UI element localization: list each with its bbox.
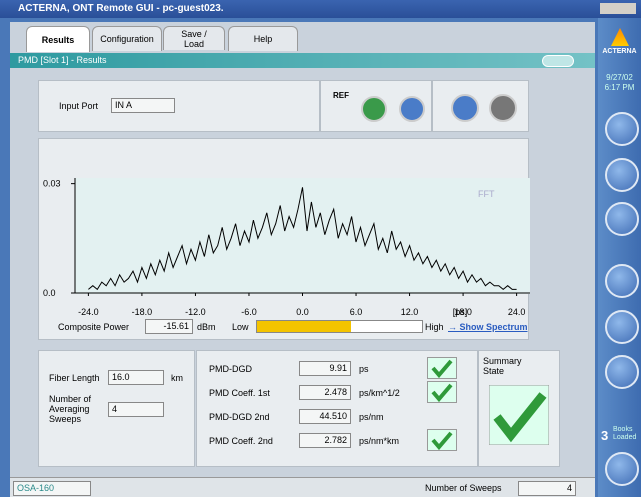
result-value: 9.91 — [299, 361, 351, 376]
window-title: ACTERNA, ONT Remote GUI - pc-guest023. — [18, 3, 224, 14]
high-label: High — [425, 322, 444, 332]
tab[interactable]: Configuration — [92, 26, 162, 51]
close-button[interactable] — [542, 55, 574, 67]
input-label: Input Port — [59, 101, 99, 111]
result-value: 44.510 — [299, 409, 351, 424]
results-box: PMD-DGD 9.91 ps PMD Coeff. 1st 2.478 ps/km^1/… — [196, 350, 478, 467]
check-icon — [431, 431, 453, 451]
fiber-label: Fiber Length — [49, 373, 100, 383]
x-unit: [ps] — [453, 307, 468, 317]
lock-button[interactable] — [605, 310, 639, 344]
device: OSA-160 — [13, 481, 91, 496]
tab[interactable]: Help — [228, 26, 298, 51]
result-label: PMD-DGD 2nd — [209, 412, 270, 422]
run-box — [432, 80, 529, 132]
x-tick-label: -24.0 — [78, 307, 99, 317]
ref-button[interactable] — [361, 96, 387, 122]
input-box: Input Port IN A — [38, 80, 320, 132]
summary-check — [489, 385, 549, 445]
x-tick-label: 18.0 — [454, 307, 472, 317]
spectrum-link-text[interactable]: Show Spectrum — [459, 322, 528, 332]
start-button[interactable] — [451, 94, 479, 122]
sweeps-count: 4 — [518, 481, 576, 496]
x-tick-label: 6.0 — [350, 307, 363, 317]
home-button[interactable] — [605, 112, 639, 146]
tab[interactable]: Save / Load — [163, 26, 225, 50]
summary-label: Summary State — [483, 356, 522, 376]
x-tick-label: -6.0 — [241, 307, 257, 317]
fft-label: FFT — [478, 189, 495, 199]
low-label: Low — [232, 322, 249, 332]
plot-area — [75, 178, 530, 294]
fiber-unit: km — [171, 373, 183, 383]
result-label: PMD Coeff. 2nd — [209, 436, 273, 446]
level-bar — [256, 320, 423, 333]
result-unit: ps/km^1/2 — [359, 388, 400, 398]
y-tick-label: 0.0 — [43, 288, 56, 298]
panel-title: PMD [Slot 1] - Results — [18, 55, 107, 65]
power-unit: dBm — [197, 322, 216, 332]
sweeps-field[interactable]: 4 — [108, 402, 164, 417]
tab[interactable]: Results — [26, 26, 90, 52]
result-check — [427, 357, 457, 379]
input-select[interactable]: IN A — [111, 98, 175, 113]
time: 6:17 PM — [604, 83, 635, 92]
brand: ACTERNA — [602, 48, 637, 55]
result-unit: ps/nm — [359, 412, 384, 422]
ref-label: REF — [333, 91, 349, 100]
date: 9/27/02 — [606, 73, 633, 82]
back-button[interactable] — [605, 158, 639, 192]
summary-box: Summary State — [478, 350, 560, 467]
sweeps-label: Number of Averaging Sweeps — [49, 394, 92, 424]
spectrum-link[interactable]: → Show Spectrum — [448, 322, 528, 332]
fiber-field[interactable]: 16.0 — [108, 370, 164, 385]
panel-header: PMD [Slot 1] - Results — [10, 53, 595, 68]
status-bar: OSA-160 Number of Sweeps 4 — [10, 477, 595, 497]
sweeps-count-label: Number of Sweeps — [425, 483, 502, 493]
play-button[interactable] — [399, 96, 425, 122]
power-value: -15.61 — [145, 319, 193, 334]
books-count: 3 — [601, 428, 609, 443]
books-label: Books Loaded — [613, 426, 637, 441]
y-tick-label: 0.03 — [43, 179, 61, 189]
help-button[interactable] — [605, 355, 639, 389]
window-controls[interactable] — [600, 3, 636, 14]
stop-button[interactable] — [489, 94, 517, 122]
x-tick-label: 24.0 — [508, 307, 526, 317]
result-check — [427, 381, 457, 403]
check-icon — [431, 383, 453, 403]
x-tick-label: 0.0 — [296, 307, 309, 317]
ref-box: REF — [320, 80, 432, 132]
title-bar: ACTERNA, ONT Remote GUI - pc-guest023. — [0, 0, 641, 18]
more-button[interactable] — [605, 452, 639, 486]
result-value: 2.782 — [299, 433, 351, 448]
sidebar: ACTERNA 9/27/02 6:17 PM 3 Books Loaded — [598, 18, 641, 497]
x-tick-label: 12.0 — [401, 307, 419, 317]
spectrum-line — [88, 187, 517, 291]
check-icon — [431, 359, 453, 379]
fiber-box: Fiber Length 16.0 km Number of Averaging… — [38, 350, 195, 467]
forward-button[interactable] — [605, 202, 639, 236]
result-unit: ps — [359, 364, 369, 374]
x-tick-label: -12.0 — [185, 307, 206, 317]
x-tick-label: -18.0 — [132, 307, 153, 317]
result-label: PMD Coeff. 1st — [209, 388, 270, 398]
level-fill — [257, 321, 351, 332]
save-button[interactable] — [605, 264, 639, 298]
result-value: 2.478 — [299, 385, 351, 400]
result-unit: ps/nm*km — [359, 436, 400, 446]
result-check — [427, 429, 457, 451]
result-label: PMD-DGD — [209, 364, 252, 374]
power-label: Composite Power — [58, 322, 130, 332]
